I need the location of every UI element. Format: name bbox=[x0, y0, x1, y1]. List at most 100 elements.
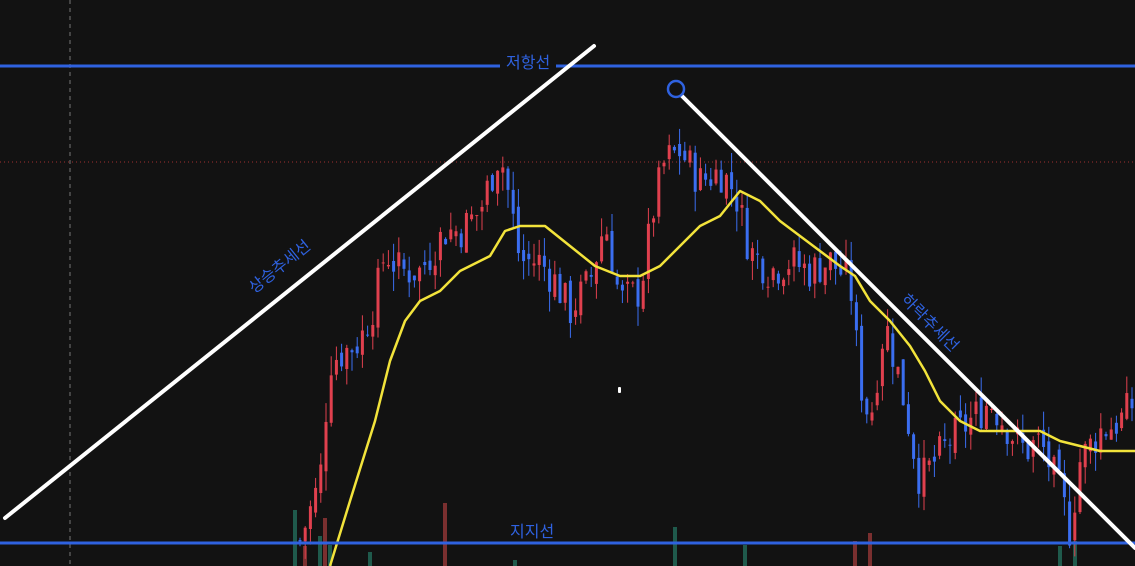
candle-body bbox=[366, 334, 370, 336]
candle-body bbox=[735, 196, 739, 212]
candle-body bbox=[428, 260, 432, 270]
candle-body bbox=[574, 310, 578, 317]
candle-body bbox=[631, 282, 635, 284]
candle-body bbox=[896, 366, 900, 375]
candle-body bbox=[355, 346, 359, 354]
candle-body bbox=[818, 258, 822, 282]
candle-body bbox=[433, 265, 437, 276]
candle-body bbox=[740, 205, 744, 208]
candle-body bbox=[1078, 462, 1082, 513]
candle-body bbox=[667, 145, 671, 160]
candle-body bbox=[891, 333, 895, 367]
resistance-label: 저항선 bbox=[500, 54, 557, 72]
candle-body bbox=[678, 143, 682, 157]
candle-body bbox=[553, 274, 557, 297]
candle-body bbox=[776, 273, 780, 284]
candle-body bbox=[490, 175, 494, 191]
candle-body bbox=[953, 417, 957, 453]
candle-body bbox=[813, 257, 817, 284]
candle-body bbox=[1068, 501, 1072, 546]
candle-body bbox=[1047, 441, 1051, 468]
candle-body bbox=[839, 265, 843, 275]
candle-body bbox=[823, 267, 827, 286]
candle-body bbox=[771, 268, 775, 281]
candle-body bbox=[719, 169, 723, 193]
candle-body bbox=[844, 258, 848, 271]
volume-bar bbox=[1058, 546, 1062, 566]
candle-body bbox=[683, 150, 687, 161]
cursor-marker bbox=[618, 387, 621, 393]
candle-body bbox=[1109, 429, 1113, 440]
candle-body bbox=[745, 207, 749, 260]
candle-body bbox=[319, 464, 323, 494]
candle-body bbox=[709, 179, 713, 186]
candle-body bbox=[1083, 443, 1087, 468]
candle-body bbox=[594, 262, 598, 284]
volume-bar bbox=[443, 503, 447, 566]
candle-body bbox=[761, 258, 765, 284]
candle-body bbox=[672, 146, 676, 151]
candle-body bbox=[584, 271, 588, 281]
candle-body bbox=[360, 330, 364, 355]
candle-body bbox=[901, 359, 905, 406]
candle-body bbox=[1125, 393, 1129, 419]
candle-body bbox=[329, 375, 333, 423]
candle-body bbox=[698, 168, 702, 191]
candle-body bbox=[828, 252, 832, 271]
candle-body bbox=[402, 259, 406, 269]
candle-body bbox=[340, 352, 344, 367]
candle-body bbox=[470, 214, 474, 220]
candle-body bbox=[958, 410, 962, 418]
candle-body bbox=[886, 326, 890, 351]
candle-body bbox=[943, 439, 947, 441]
candle-body bbox=[386, 264, 390, 267]
candle-body bbox=[324, 421, 328, 472]
candle-body bbox=[756, 253, 760, 255]
candle-body bbox=[350, 350, 354, 353]
candle-body bbox=[334, 359, 338, 375]
candle-body bbox=[657, 167, 661, 217]
pivot-circle-marker bbox=[666, 79, 686, 99]
candle-body bbox=[766, 286, 770, 288]
candle-body bbox=[438, 231, 442, 261]
candle-body bbox=[449, 229, 453, 240]
candle-body bbox=[641, 280, 645, 309]
candle-body bbox=[516, 206, 520, 254]
downtrend-line bbox=[680, 94, 1135, 550]
candle-body bbox=[974, 401, 978, 415]
candle-body bbox=[834, 251, 838, 269]
candle-body bbox=[792, 247, 796, 267]
candle-body bbox=[1088, 438, 1092, 452]
candle-body bbox=[314, 487, 318, 513]
candle-body bbox=[423, 261, 427, 266]
moving-average-line bbox=[328, 189, 1135, 566]
candle-body bbox=[392, 260, 396, 272]
candle-body bbox=[906, 404, 910, 434]
candle-body bbox=[527, 253, 531, 260]
candle-body bbox=[532, 263, 536, 266]
candle-body bbox=[990, 408, 994, 410]
candle-body bbox=[1010, 441, 1014, 444]
candle-body bbox=[626, 281, 630, 284]
candle-body bbox=[376, 267, 380, 328]
candle-body bbox=[917, 457, 921, 494]
candle-body bbox=[979, 397, 983, 429]
candle-body bbox=[620, 284, 624, 291]
candle-body bbox=[922, 457, 926, 497]
volume-bar bbox=[318, 536, 322, 566]
candle-body bbox=[1062, 473, 1066, 498]
candle-body bbox=[636, 279, 640, 307]
candle-body bbox=[600, 236, 604, 262]
volume-bar bbox=[293, 510, 297, 566]
candle-body bbox=[496, 170, 500, 194]
candle-body bbox=[371, 324, 375, 337]
candle-body bbox=[1057, 449, 1061, 470]
candle-body bbox=[797, 251, 801, 268]
candle-body bbox=[480, 206, 484, 212]
candle-body bbox=[870, 412, 874, 421]
candle-body bbox=[1036, 433, 1040, 435]
candle-body bbox=[1005, 430, 1009, 444]
candle-body bbox=[646, 223, 650, 279]
